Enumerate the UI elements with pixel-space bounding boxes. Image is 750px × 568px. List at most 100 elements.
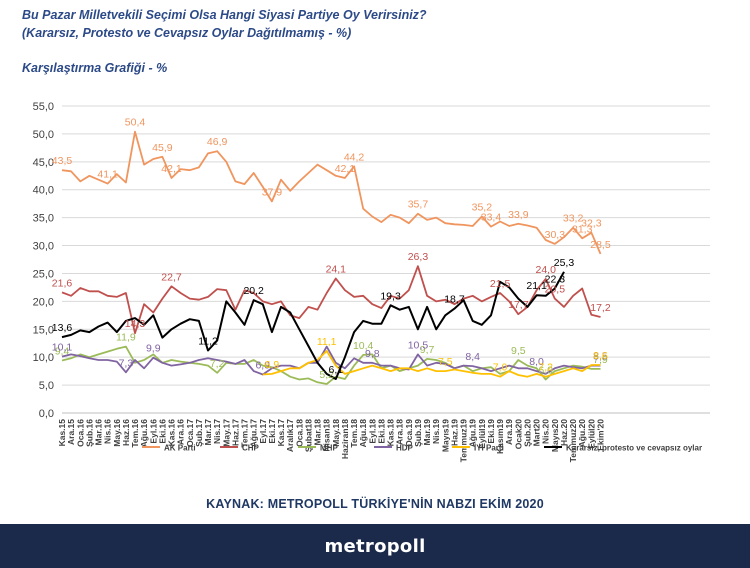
data-label: 9,7 [420,344,435,356]
data-label: 33,2 [563,213,584,225]
data-label: 8,6 [593,350,608,362]
x-tick-label: Tem.16 [130,419,140,448]
x-tick-label: Nis.20 [541,419,551,444]
data-label: 18,7 [444,294,465,306]
series-line-3 [61,345,601,376]
data-label: 6,9 [255,359,270,371]
x-tick-label: Eki.19 [486,419,496,444]
data-label: 21,6 [52,277,73,289]
x-tick-label: Şub.17 [194,419,204,447]
x-tick-label: Kas.18 [386,419,396,447]
y-tick-label: 30,0 [33,241,54,253]
data-label: 7,2 [538,362,553,374]
x-tick-label: Ara.16 [176,419,186,445]
x-tick-label: Mayıs20 [550,419,560,452]
x-tick-label: Şub.19 [413,419,423,447]
x-tick-label: Ağu.20 [577,419,587,448]
x-tick-label: Eylül20 [586,419,596,449]
x-tick-label: Oca.16 [75,419,85,447]
data-label: 35,2 [472,202,493,214]
series-line-5 [61,271,565,380]
x-tick-label: Şubat18 [303,419,313,452]
x-tick-label: Eylül19 [477,419,487,449]
x-tick-label: May.16 [112,419,122,447]
x-tick-label: Kas.17 [276,419,286,447]
y-tick-label: 10,0 [33,352,54,364]
data-label: 8,0 [529,356,544,368]
data-label: 24,1 [326,263,347,275]
legend-label: Kararsız, protesto ve cevapsız oylar [566,444,702,453]
x-tick-label: Şub.20 [522,419,532,447]
x-tick-label: Eki.17 [267,419,277,444]
y-tick-label: 25,0 [33,268,54,280]
x-tick-label: Nis.16 [103,419,113,444]
data-label: 31,3 [572,223,593,235]
data-label: 17,2 [590,302,611,314]
x-tick-label: Kasım19 [495,419,505,454]
data-label: 42,1 [335,163,356,175]
data-label: 44,2 [344,151,365,163]
x-tick-label: Temmuz19 [459,419,469,463]
x-tick-label: Şub.16 [84,419,94,447]
y-tick-label: 15,0 [33,324,54,336]
data-label: 22,7 [161,271,182,283]
data-label: 21,1 [526,280,547,292]
data-label: 17,7 [508,299,529,311]
data-label: 45,9 [152,142,173,154]
x-tick-label: Oca.18 [294,419,304,447]
data-label: 19,3 [380,290,401,302]
x-tick-label: Ekim'20 [595,419,605,451]
x-tick-label: Tem.18 [349,419,359,448]
x-tick-label: Ara.19 [504,419,514,445]
x-tick-label: Ağu.17 [249,419,259,448]
x-tick-label: Eyl.16 [148,419,158,444]
data-label: 25,3 [554,257,575,269]
series-line-1 [61,265,601,335]
x-tick-label: Mar.17 [203,419,213,446]
data-label: 22,3 [545,274,566,286]
y-tick-label: 35,0 [33,213,54,225]
y-tick-label: 50,0 [33,129,54,141]
data-label: 5,2 [319,369,334,381]
data-label: 8,5 [593,351,608,363]
series-line-4 [262,350,601,378]
x-tick-label: Mar.18 [313,419,323,446]
data-label: 26,3 [408,251,429,263]
data-label: 21,5 [490,278,511,290]
data-label: 7,0 [493,362,508,374]
chart-subtitle: Karşılaştırma Grafiği - % [22,61,168,75]
brand-logo: metropoll [324,535,426,557]
data-label: 20,5 [545,284,566,296]
data-label: 46,9 [207,136,228,148]
data-label: 7,5 [438,356,453,368]
data-label: 11,9 [116,332,136,344]
x-tick-label: May.18 [331,419,341,447]
series-line-2 [61,345,601,385]
x-tick-label: Eki.18 [376,419,386,444]
x-tick-label: Ağu.18 [358,419,368,448]
x-tick-label: Oca.17 [185,419,195,447]
x-tick-label: Ara.15 [66,419,76,445]
data-label: 9,8 [365,348,380,360]
x-tick-label: Aralık17 [285,419,295,452]
data-label: 10,5 [408,339,429,351]
data-label: 20,2 [243,285,264,297]
x-tick-label: Nisan18 [322,419,332,452]
x-tick-label: Kas.16 [167,419,177,447]
chart-title-note: (Kararsız, Protesto ve Cevapsız Oylar Da… [22,26,352,40]
x-tick-label: Mart20 [532,419,542,447]
data-label: 33,4 [481,212,502,224]
legend-label: İYİ Parti [474,444,504,453]
legend-label: HDP [396,444,414,453]
data-label: 10,1 [52,342,73,354]
data-label: 42,1 [161,163,182,175]
x-tick-label: Nis.19 [431,419,441,444]
data-label: 7,9 [593,354,608,366]
data-label: 24,0 [535,264,556,276]
y-tick-label: 0,0 [39,408,54,420]
data-label: 10,4 [353,340,374,352]
x-tick-label: Eyl.18 [367,419,377,444]
source-note: KAYNAK: METROPOLL TÜRKİYE'NİN NABZI EKİM… [206,497,544,511]
x-tick-label: Mar.16 [94,419,104,446]
x-tick-label: Eki.16 [157,419,167,444]
